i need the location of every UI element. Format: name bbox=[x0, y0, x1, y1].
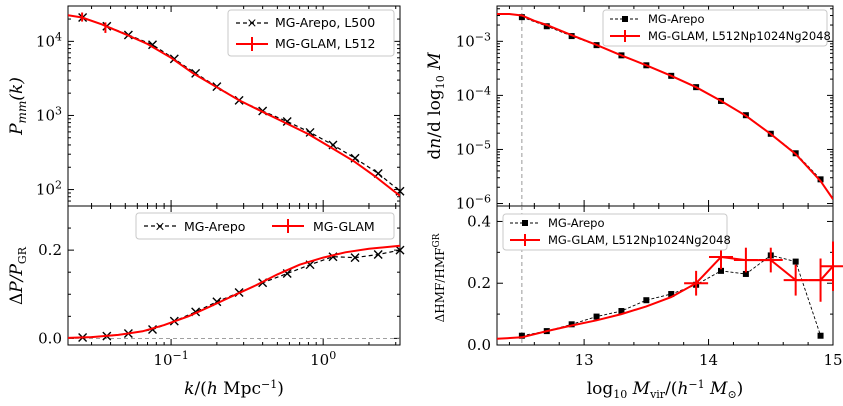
dhmf-xtick-label: 15 bbox=[823, 351, 842, 369]
svg-text:log10 Mvir/(h−1 M⊙): log10 Mvir/(h−1 M⊙) bbox=[587, 378, 744, 401]
dhmf-arepo-marker bbox=[593, 313, 600, 320]
pmm-legend-arepo: MG-Arepo, L500 bbox=[275, 15, 375, 30]
pmm-ylabel: Pmm(k) bbox=[7, 77, 29, 136]
dhmf-arepo-marker bbox=[518, 332, 525, 339]
dp-legend: × MG-Arepo MG-GLAM bbox=[135, 212, 395, 240]
hmf-series bbox=[497, 13, 833, 200]
dhmf-ytick-label: 0.4 bbox=[467, 212, 491, 230]
hmf-ylabel: dn/d log10 M bbox=[425, 52, 447, 160]
dhmf-arepo-marker bbox=[792, 258, 799, 265]
pmm-ticks: 102 103 104 bbox=[36, 5, 400, 207]
dp-ylabel: ΔP/PGR bbox=[7, 246, 29, 305]
svg-text:dn/d log10 M: dn/d log10 M bbox=[425, 52, 447, 160]
dp-xlabel: k/(h Mpc−1) bbox=[184, 378, 284, 399]
dhmf-arepo-marker bbox=[742, 270, 749, 277]
pmm-series bbox=[68, 12, 405, 197]
hmf-legend: MG-Arepo MG-GLAM, L512Np1024Ng2048 bbox=[602, 9, 831, 47]
panel-dhmf: 0.0 0.2 0.4 13 14 15 MG-Arepo MG-GLAM, L512Np… bbox=[432, 205, 843, 401]
pmm-legend: × MG-Arepo, L500 MG-GLAM, L512 bbox=[227, 9, 395, 57]
dhmf-legend: MG-Arepo MG-GLAM, L512Np1024Ng2048 bbox=[502, 213, 731, 251]
hmf-ticks: 10−6 10−5 10−4 10−3 bbox=[456, 6, 834, 213]
dhmf-xtick-label: 13 bbox=[575, 351, 594, 369]
svg-text:ΔP/PGR: ΔP/PGR bbox=[7, 246, 29, 305]
dp-glam-line bbox=[68, 244, 400, 339]
dhmf-ticks: 0.0 0.2 0.4 13 14 15 bbox=[467, 206, 843, 369]
dhmf-arepo-marker bbox=[643, 297, 650, 304]
panel-dp: 0.00.210−1 100 × MG-Arepo MG-GLAM ΔP/PGR … bbox=[7, 205, 405, 399]
dhmf-xtick-label: 14 bbox=[699, 351, 718, 369]
dhmf-arepo-marker bbox=[817, 332, 824, 339]
hmf-arepo-marker bbox=[543, 23, 550, 30]
dhmf-arepo-marker bbox=[618, 308, 625, 315]
pmm-glam-line bbox=[68, 14, 400, 197]
panel-hmf: 10−6 10−5 10−4 10−3 MG-Arepo MG-GLAM, L512N… bbox=[425, 5, 834, 213]
dhmf-glam-line bbox=[497, 255, 833, 340]
dhmf-arepo-marker bbox=[668, 291, 675, 298]
dhmf-series bbox=[497, 241, 843, 340]
hmf-ytick-label: 10−5 bbox=[456, 138, 491, 158]
dhmf-arepo-marker bbox=[718, 267, 724, 274]
dp-arepo-marker bbox=[395, 245, 405, 255]
dhmf-ytick-label: 0.0 bbox=[467, 336, 491, 354]
dp-ytick-label: 0.0 bbox=[38, 329, 62, 347]
hmf-ytick-label: 10−6 bbox=[456, 193, 491, 213]
hmf-ytick-label: 10−4 bbox=[456, 84, 491, 104]
hmf-legend-glam: MG-GLAM, L512Np1024Ng2048 bbox=[648, 29, 831, 43]
dp-legend-glam: MG-GLAM bbox=[313, 219, 375, 234]
dp-xtick-label: 10−1 bbox=[153, 349, 188, 369]
pmm-ytick-label: 102 bbox=[36, 179, 62, 199]
dp-xtick-label: 100 bbox=[310, 349, 336, 369]
hmf-ytick-label: 10−3 bbox=[456, 30, 491, 50]
pmm-legend-glam: MG-GLAM, L512 bbox=[275, 36, 375, 51]
dhmf-legend-arepo: MG-Arepo bbox=[548, 216, 604, 230]
panel-pmm: 102 103 104 × MG-Arepo, L500 MG-GLAM, L512… bbox=[7, 5, 405, 207]
pmm-ytick-label: 103 bbox=[36, 104, 62, 124]
dhmf-ytick-label: 0.2 bbox=[467, 274, 491, 292]
svg-text:Pmm(k): Pmm(k) bbox=[7, 77, 29, 136]
dp-arepo-marker bbox=[373, 250, 383, 260]
pmm-ytick-label: 104 bbox=[36, 30, 62, 50]
hmf-legend-arepo: MG-Arepo bbox=[648, 12, 704, 26]
dhmf-arepo-marker bbox=[568, 321, 575, 328]
svg-text:×: × bbox=[247, 16, 258, 31]
dp-axes-frame bbox=[67, 205, 401, 346]
dp-legend-arepo: MG-Arepo bbox=[184, 219, 245, 234]
dp-ticks: 0.0 0.2 10−1 100 bbox=[38, 205, 400, 369]
dp-arepo-marker bbox=[350, 253, 360, 263]
dhmf-ylabel: ΔHMF/HMFGR bbox=[432, 233, 447, 322]
dp-series bbox=[68, 244, 405, 342]
dhmf-legend-glam: MG-GLAM, L512Np1024Ng2048 bbox=[548, 233, 731, 247]
svg-text:×: × bbox=[155, 220, 166, 235]
pmm-arepo-marker bbox=[305, 127, 315, 137]
svg-text:k/(h Mpc−1): k/(h Mpc−1) bbox=[184, 378, 284, 399]
dp-ytick-label: 0.2 bbox=[38, 241, 62, 259]
hmf-arepo-marker bbox=[518, 14, 525, 21]
hmf-arepo-marker bbox=[817, 176, 824, 183]
dhmf-xlabel: log10 Mvir/(h−1 M⊙) bbox=[587, 378, 744, 401]
hmf-glam-line bbox=[497, 13, 833, 200]
svg-text:ΔHMF/HMFGR: ΔHMF/HMFGR bbox=[432, 233, 447, 322]
